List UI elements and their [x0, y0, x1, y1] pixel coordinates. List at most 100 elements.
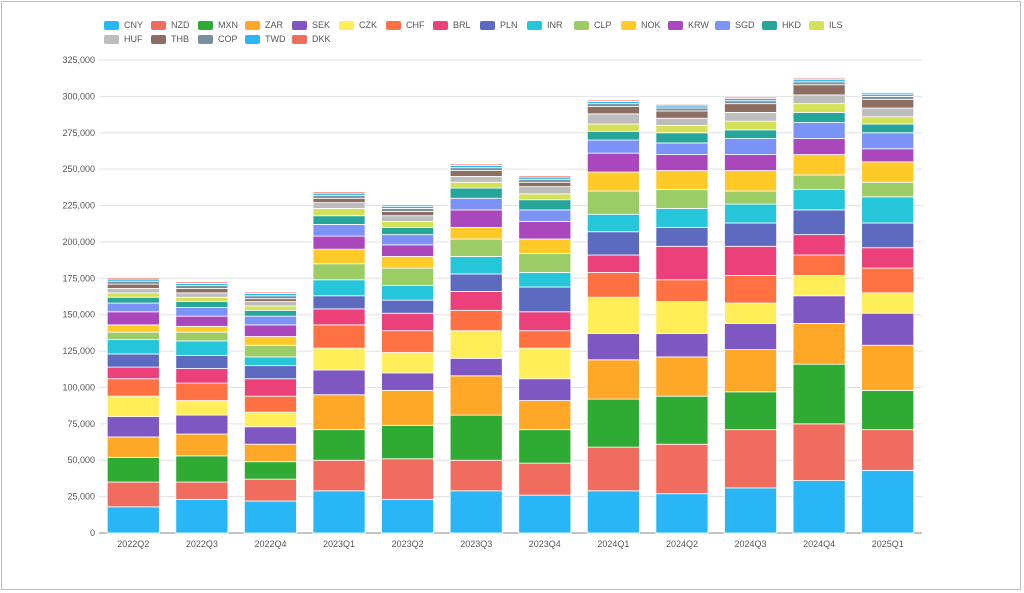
- bar-segment-sek[interactable]: [106, 416, 160, 438]
- bar-segment-ils[interactable]: [449, 181, 503, 189]
- bar-segment-dkk[interactable]: [381, 204, 435, 207]
- bar-segment-mxn[interactable]: [861, 389, 915, 431]
- legend-item[interactable]: PLN: [480, 19, 518, 31]
- legend-item[interactable]: SEK: [292, 19, 330, 31]
- bar-segment-krw[interactable]: [381, 244, 435, 257]
- bar-segment-chf[interactable]: [861, 267, 915, 294]
- bar-segment-nzd[interactable]: [243, 478, 297, 502]
- bar-segment-sgd[interactable]: [518, 209, 572, 222]
- bar-segment-clp[interactable]: [586, 190, 640, 215]
- bar-segment-huf[interactable]: [861, 107, 915, 118]
- bar-segment-sgd[interactable]: [381, 234, 435, 246]
- bar-segment-czk[interactable]: [106, 395, 160, 417]
- bar-segment-pln[interactable]: [655, 226, 709, 247]
- bar-segment-cny[interactable]: [449, 490, 503, 534]
- legend-item[interactable]: TWD: [245, 33, 286, 45]
- bar-segment-czk[interactable]: [381, 352, 435, 374]
- bar-segment-huf[interactable]: [175, 292, 229, 298]
- bar-segment-cop[interactable]: [449, 167, 503, 172]
- bar-segment-nzd[interactable]: [724, 429, 778, 489]
- bar-segment-krw[interactable]: [518, 221, 572, 240]
- bar-segment-czk[interactable]: [312, 347, 366, 371]
- bar-segment-hkd[interactable]: [381, 226, 435, 236]
- bar-segment-hkd[interactable]: [449, 187, 503, 199]
- legend-item[interactable]: HUF: [104, 33, 143, 45]
- bar-segment-ils[interactable]: [175, 296, 229, 302]
- bar-segment-zar[interactable]: [449, 375, 503, 416]
- bar-segment-chf[interactable]: [175, 382, 229, 401]
- bar-segment-nok[interactable]: [312, 248, 366, 265]
- bar-segment-pln[interactable]: [106, 353, 160, 368]
- bar-segment-clp[interactable]: [381, 267, 435, 286]
- bar-segment-hkd[interactable]: [724, 129, 778, 139]
- bar-segment-brl[interactable]: [792, 234, 846, 256]
- bar-segment-inr[interactable]: [861, 196, 915, 224]
- bar-segment-brl[interactable]: [243, 378, 297, 397]
- bar-segment-huf[interactable]: [586, 113, 640, 125]
- bar-segment-nok[interactable]: [586, 171, 640, 192]
- bar-segment-pln[interactable]: [243, 365, 297, 380]
- bar-segment-ils[interactable]: [861, 116, 915, 125]
- legend-item[interactable]: SGD: [715, 19, 755, 31]
- bar-segment-ils[interactable]: [792, 103, 846, 113]
- bar-segment-sek[interactable]: [243, 426, 297, 445]
- bar-segment-cny[interactable]: [312, 490, 366, 534]
- bar-segment-huf[interactable]: [792, 94, 846, 105]
- bar-segment-brl[interactable]: [381, 312, 435, 332]
- bar-segment-chf[interactable]: [518, 330, 572, 349]
- bar-segment-nzd[interactable]: [312, 459, 366, 492]
- bar-segment-thb[interactable]: [861, 98, 915, 109]
- bar-segment-inr[interactable]: [792, 189, 846, 211]
- bar-segment-czk[interactable]: [175, 400, 229, 416]
- bar-segment-nok[interactable]: [381, 256, 435, 269]
- bar-segment-nzd[interactable]: [106, 481, 160, 508]
- bar-segment-nok[interactable]: [518, 238, 572, 254]
- bar-segment-dkk[interactable]: [106, 277, 160, 280]
- bar-segment-thb[interactable]: [518, 181, 572, 188]
- bar-segment-sek[interactable]: [724, 323, 778, 351]
- bar-segment-mxn[interactable]: [792, 363, 846, 425]
- bar-segment-nzd[interactable]: [175, 481, 229, 500]
- bar-segment-zar[interactable]: [586, 359, 640, 400]
- bar-segment-clp[interactable]: [175, 331, 229, 342]
- bar-segment-zar[interactable]: [861, 344, 915, 391]
- bar-segment-clp[interactable]: [106, 331, 160, 340]
- bar-segment-ils[interactable]: [655, 125, 709, 134]
- bar-segment-thb[interactable]: [724, 103, 778, 113]
- bar-segment-inr[interactable]: [449, 256, 503, 275]
- bar-segment-cop[interactable]: [175, 285, 229, 289]
- bar-segment-brl[interactable]: [106, 366, 160, 380]
- legend-item[interactable]: ILS: [809, 19, 843, 31]
- bar-segment-inr[interactable]: [106, 339, 160, 355]
- bar-segment-inr[interactable]: [243, 356, 297, 367]
- bar-segment-czk[interactable]: [792, 274, 846, 297]
- bar-segment-cny[interactable]: [724, 487, 778, 534]
- legend-item[interactable]: NOK: [621, 19, 661, 31]
- bar-segment-zar[interactable]: [655, 356, 709, 397]
- bar-segment-cop[interactable]: [861, 95, 915, 100]
- bar-segment-sek[interactable]: [861, 312, 915, 346]
- bar-segment-inr[interactable]: [381, 285, 435, 301]
- bar-segment-thb[interactable]: [106, 283, 160, 289]
- bar-segment-inr[interactable]: [312, 279, 366, 297]
- bar-segment-inr[interactable]: [175, 340, 229, 356]
- bar-segment-dkk[interactable]: [724, 96, 778, 99]
- bar-segment-hkd[interactable]: [792, 111, 846, 123]
- bar-segment-sek[interactable]: [518, 378, 572, 401]
- bar-segment-ils[interactable]: [312, 208, 366, 217]
- bar-segment-inr[interactable]: [655, 208, 709, 228]
- bar-segment-thb[interactable]: [381, 210, 435, 217]
- bar-segment-pln[interactable]: [312, 295, 366, 310]
- bar-segment-thb[interactable]: [243, 298, 297, 302]
- bar-segment-nok[interactable]: [106, 324, 160, 333]
- bar-segment-hkd[interactable]: [586, 130, 640, 141]
- bar-segment-nok[interactable]: [175, 325, 229, 333]
- bar-segment-zar[interactable]: [724, 349, 778, 393]
- bar-segment-clp[interactable]: [724, 190, 778, 205]
- bar-segment-zar[interactable]: [175, 433, 229, 457]
- bar-segment-czk[interactable]: [586, 296, 640, 335]
- bar-segment-nzd[interactable]: [586, 446, 640, 492]
- bar-segment-krw[interactable]: [243, 324, 297, 337]
- legend-item[interactable]: CHF: [386, 19, 425, 31]
- bar-segment-sek[interactable]: [312, 369, 366, 396]
